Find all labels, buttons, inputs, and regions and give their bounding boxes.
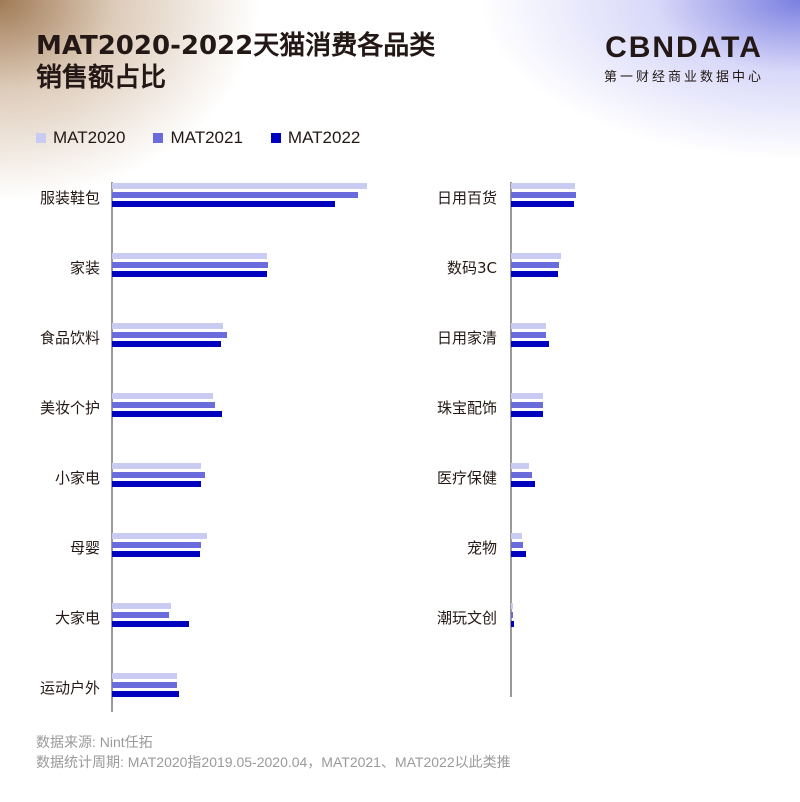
bar-mat2021 [511, 192, 576, 198]
bar-mat2021 [511, 332, 546, 338]
data-source: 数据来源: Nint任拓 [36, 734, 153, 750]
legend-label: MAT2020 [53, 128, 126, 147]
bar-mat2022 [511, 411, 543, 417]
legend-swatch [153, 133, 164, 143]
data-period: 数据统计周期: MAT2020指2019.05-2020.04，MAT2021、… [36, 754, 511, 770]
bar-mat2021 [511, 472, 532, 478]
bar-mat2021 [112, 682, 177, 688]
category-label: 食品饮料 [39, 329, 100, 347]
bar-mat2022 [112, 691, 179, 697]
bar-mat2021 [511, 612, 513, 618]
bar-mat2022 [511, 481, 535, 487]
bar-mat2020 [112, 323, 223, 329]
category-label: 家装 [69, 259, 100, 277]
bar-mat2020 [112, 673, 177, 679]
category-label: 医疗保健 [436, 469, 497, 487]
bar-mat2022 [511, 551, 526, 557]
bar-mat2021 [112, 402, 215, 408]
bar-mat2020 [112, 393, 213, 399]
legend-swatch [36, 133, 46, 143]
bar-mat2020 [511, 323, 546, 329]
category-label: 运动户外 [39, 679, 100, 697]
bar-mat2020 [511, 463, 529, 469]
legend-item-mat2021: MAT2021 [153, 128, 243, 148]
title-line-1: MAT2020-2022天猫消费各品类 [36, 31, 436, 61]
bar-mat2020 [511, 253, 561, 259]
bar-mat2020 [511, 533, 522, 539]
bar-mat2022 [511, 271, 558, 277]
bar-mat2021 [511, 402, 543, 408]
bar-mat2020 [112, 183, 367, 189]
bar-mat2021 [112, 542, 201, 548]
legend-item-mat2022: MAT2022 [270, 128, 361, 148]
category-label: 日用家清 [436, 329, 497, 347]
bar-mat2020 [112, 463, 201, 469]
footer-notes: 数据来源: Nint任拓 数据统计周期: MAT2020指2019.05-202… [36, 732, 511, 772]
category-label: 数码3C [446, 259, 497, 277]
bar-mat2021 [112, 612, 169, 618]
category-label: 小家电 [54, 469, 100, 487]
bar-mat2022 [511, 341, 549, 347]
bar-mat2022 [112, 621, 189, 627]
bar-mat2021 [112, 262, 268, 268]
legend: MAT2020 MAT2021 MAT2022 [36, 128, 360, 148]
bar-mat2022 [112, 551, 200, 557]
bar-mat2020 [511, 183, 575, 189]
category-label: 母婴 [69, 539, 100, 557]
category-label: 服装鞋包 [39, 189, 100, 207]
logo-subtitle: 第一财经商业数据中心 [604, 70, 765, 85]
bar-mat2022 [112, 201, 335, 207]
bar-mat2022 [112, 411, 222, 417]
category-label: 宠物 [466, 539, 497, 557]
legend-label: MAT2022 [287, 128, 361, 147]
legend-swatch [270, 133, 281, 143]
legend-label: MAT2021 [170, 128, 243, 147]
legend-item-mat2020: MAT2020 [36, 128, 125, 148]
bar-mat2020 [511, 603, 513, 609]
cbndata-logo: CBNDATA 第一财经商业数据中心 [604, 31, 765, 86]
bar-mat2021 [112, 192, 358, 198]
bar-mat2020 [511, 393, 543, 399]
category-label: 珠宝配饰 [436, 399, 497, 417]
bar-mat2020 [112, 253, 267, 259]
category-label: 潮玩文创 [436, 609, 497, 627]
bar-mat2022 [511, 201, 574, 207]
category-label: 美妆个护 [39, 399, 100, 417]
category-label: 日用百货 [436, 189, 497, 207]
bar-mat2021 [511, 262, 559, 268]
title-line-2: 销售额占比 [36, 63, 167, 93]
bar-mat2021 [112, 332, 227, 338]
bar-mat2022 [511, 621, 514, 627]
category-label: 大家电 [54, 609, 100, 627]
bar-mat2021 [511, 542, 523, 548]
bar-mat2020 [112, 603, 171, 609]
logo-wordmark: CBNDATA [605, 31, 763, 64]
bar-mat2022 [112, 481, 201, 487]
category-axis [111, 182, 113, 712]
chart-title: MAT2020-2022天猫消费各品类 销售额占比 [36, 30, 435, 94]
bar-mat2022 [112, 271, 267, 277]
bar-mat2022 [112, 341, 221, 347]
bar-mat2020 [112, 533, 207, 539]
category-axis [510, 182, 512, 697]
bar-mat2021 [112, 472, 205, 478]
